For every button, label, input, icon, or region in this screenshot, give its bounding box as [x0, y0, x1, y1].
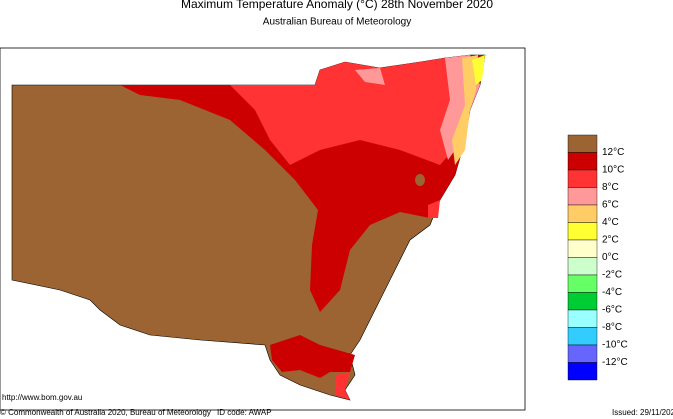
id-code: ID code: AWAP [217, 408, 272, 417]
legend-swatch [567, 134, 598, 153]
legend-swatch [567, 222, 598, 241]
legend-label: 10°C [602, 165, 624, 176]
subtitle: Australian Bureau of Meteorology [263, 17, 411, 28]
region-dark-red-2 [270, 335, 355, 378]
legend-label: 4°C [602, 217, 619, 228]
legend-swatch [567, 204, 598, 223]
copyright: © Commonwealth of Australia 2020, Bureau… [0, 408, 211, 417]
legend-swatch [567, 344, 598, 363]
url: http://www.bom.gov.au [2, 393, 82, 402]
region-brown-2 [415, 174, 425, 186]
legend-label: 0°C [602, 252, 619, 263]
legend-label: 2°C [602, 235, 619, 246]
region-yellow [472, 55, 485, 85]
legend-label: 6°C [602, 200, 619, 211]
legend-swatch [567, 309, 598, 328]
region-red-3 [335, 372, 350, 400]
legend-swatch [567, 169, 598, 188]
legend-swatch [567, 362, 598, 381]
legend-swatch [567, 327, 598, 346]
legend-label: -2°C [602, 270, 622, 281]
region-red [230, 55, 480, 165]
legend-swatch [567, 274, 598, 293]
legend-label: -6°C [602, 305, 622, 316]
legend: 12°C 10°C 8°C 6°C 4°C 2°C 0°C -2°C -4°C -6°C -8°C -… [567, 134, 628, 381]
legend-label: -10°C [602, 340, 628, 351]
legend-swatch [567, 152, 598, 171]
legend-swatch [567, 292, 598, 311]
region-red-2 [428, 200, 440, 218]
legend-label: -12°C [602, 357, 628, 368]
map [11, 54, 486, 401]
legend-swatch [567, 239, 598, 258]
legend-label: 8°C [602, 182, 619, 193]
legend-swatch [567, 257, 598, 276]
legend-label: -8°C [602, 322, 622, 333]
legend-label: -4°C [602, 287, 622, 298]
title: Maximum Temperature Anomaly (°C) 28th No… [181, 0, 493, 11]
legend-label: 12°C [602, 147, 624, 158]
legend-swatch [567, 187, 598, 206]
region-pink-2 [355, 68, 385, 85]
issued: Issued: 29/11/202 [612, 408, 673, 417]
region-orange [452, 55, 478, 165]
